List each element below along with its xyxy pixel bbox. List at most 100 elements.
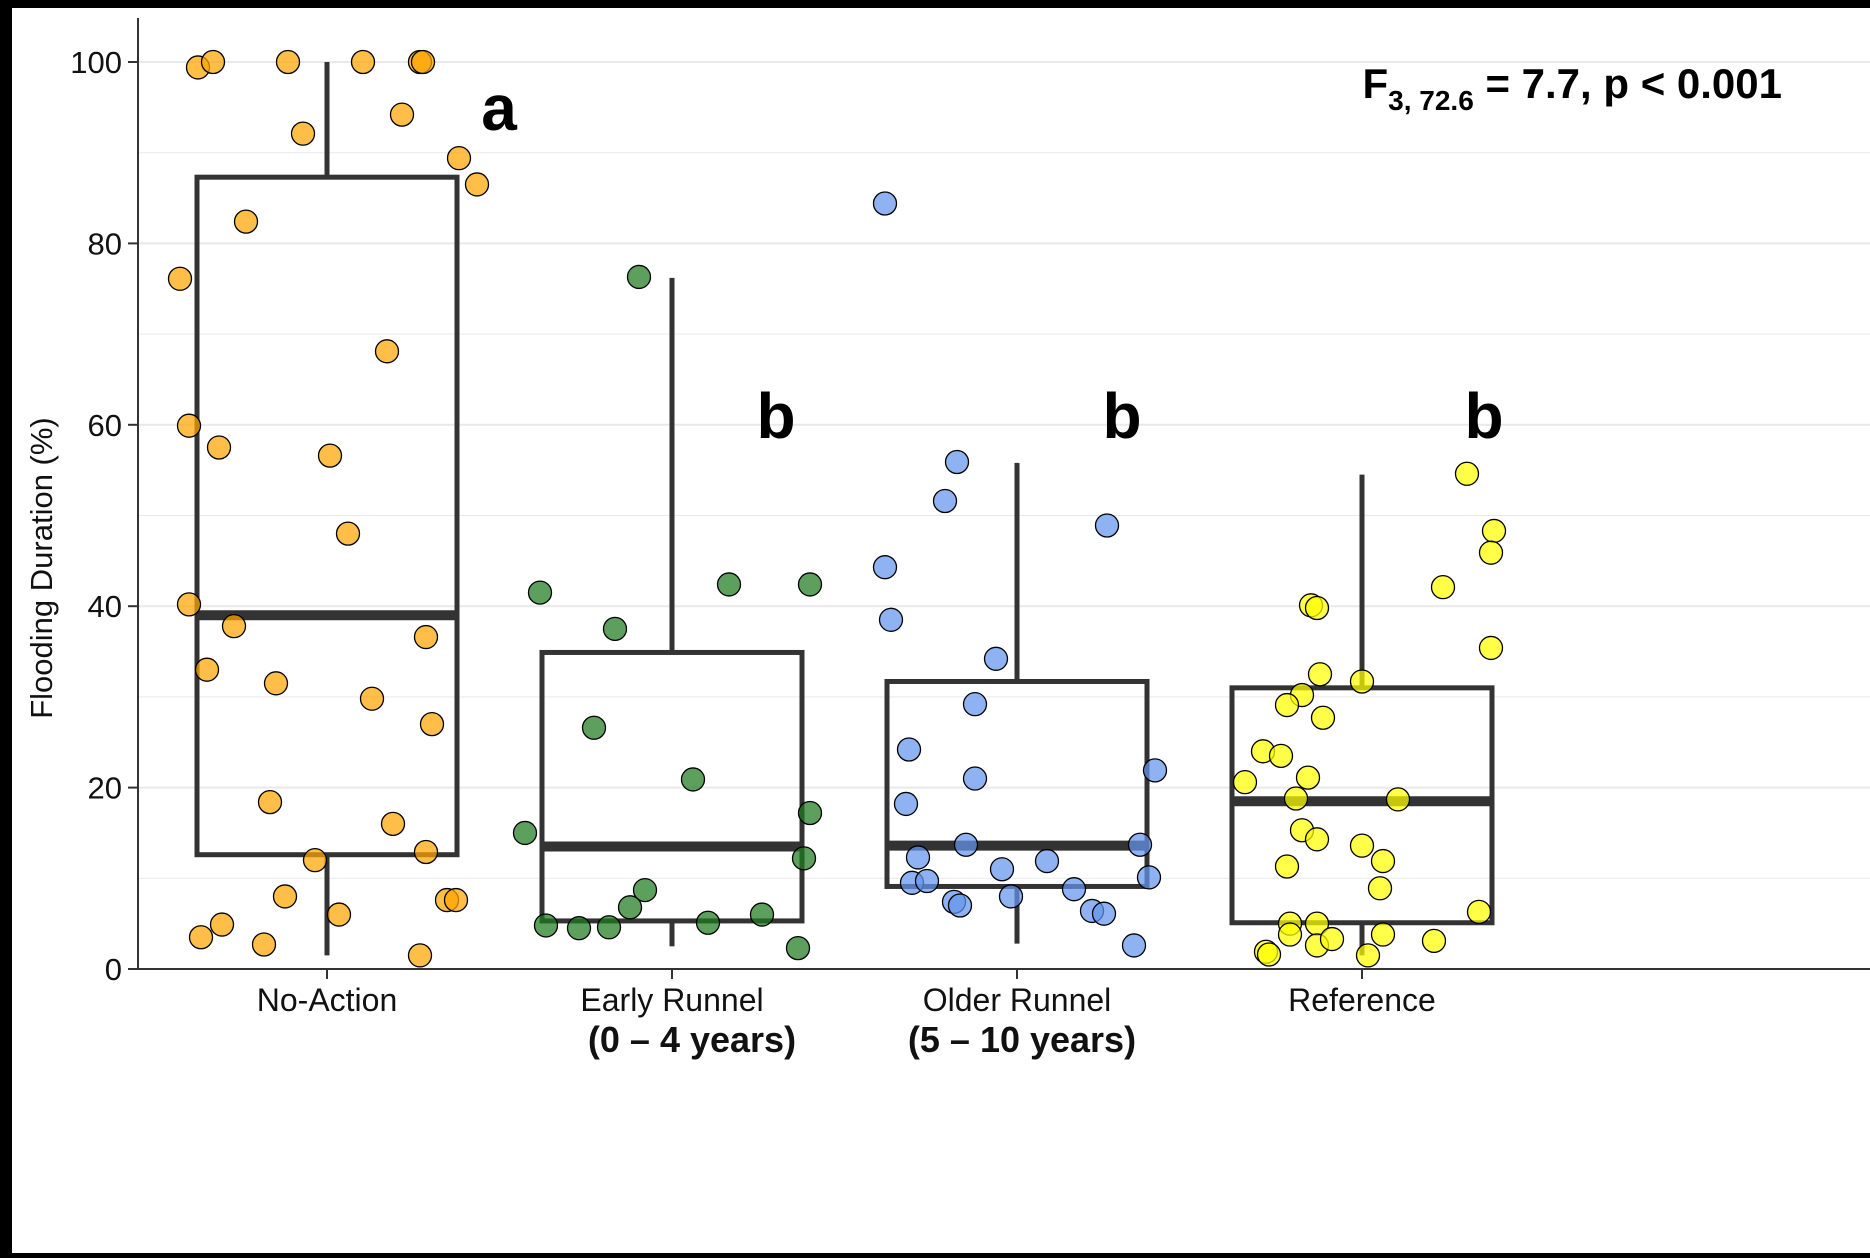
data-point <box>626 264 652 290</box>
x-tick-label-reference: Reference <box>1288 982 1436 1018</box>
data-point <box>1319 926 1345 952</box>
data-point <box>419 711 445 737</box>
data-point <box>905 845 931 870</box>
data-point <box>512 820 538 846</box>
data-point <box>335 521 361 546</box>
data-point <box>167 266 193 291</box>
data-point <box>407 943 433 968</box>
data-point <box>695 910 721 935</box>
data-point <box>1136 865 1162 890</box>
data-point <box>602 616 628 642</box>
data-point <box>1127 832 1153 857</box>
box-iqr <box>539 649 805 924</box>
data-point <box>932 488 958 514</box>
data-point <box>1034 848 1060 874</box>
data-point <box>446 145 472 171</box>
data-point <box>1454 461 1480 486</box>
data-point <box>1274 692 1300 718</box>
data-point <box>632 877 658 903</box>
data-point <box>1430 575 1456 600</box>
data-point <box>1061 877 1087 902</box>
data-point <box>680 767 706 792</box>
data-point <box>1142 758 1168 783</box>
data-point <box>1256 942 1282 967</box>
box-iqr <box>194 174 460 858</box>
data-point <box>1385 787 1411 812</box>
x-tick-label-no-action: No-Action <box>257 982 398 1018</box>
data-point <box>290 121 316 146</box>
data-point <box>1283 786 1309 811</box>
points-older-runnel <box>872 191 1168 958</box>
data-point <box>1367 876 1393 901</box>
data-point <box>464 172 490 197</box>
data-point <box>1370 848 1396 874</box>
points-no-action <box>167 49 490 968</box>
data-point <box>257 789 283 815</box>
data-point <box>617 895 643 920</box>
y-tick-label-60: 60 <box>88 408 122 443</box>
data-point <box>1349 833 1375 858</box>
data-point <box>533 913 559 938</box>
data-point <box>962 692 988 717</box>
labels: No-Action a Early Runnel(0 – 4 years) b Olde… <box>257 72 1504 1060</box>
data-point <box>251 932 277 957</box>
significance-letter-no-action: a <box>481 72 517 144</box>
data-point <box>389 102 415 127</box>
data-point <box>1274 854 1300 879</box>
data-point <box>176 413 202 438</box>
x-tick-label-early-runnel: Early Runnel <box>580 982 763 1018</box>
y-axis-label: Flooding Duration (%) <box>24 417 59 719</box>
data-point <box>1094 513 1120 538</box>
data-point <box>566 916 592 941</box>
data-point <box>872 191 898 216</box>
data-point <box>350 49 376 75</box>
y-tick-label-80: 80 <box>88 226 122 261</box>
data-point <box>989 857 1015 882</box>
data-point <box>716 572 742 597</box>
data-point <box>1478 635 1504 661</box>
data-point <box>1349 669 1375 694</box>
data-point <box>194 657 220 682</box>
data-point <box>581 715 607 740</box>
data-point <box>998 884 1024 909</box>
data-point <box>221 614 247 639</box>
data-point <box>1304 827 1330 852</box>
chart: 0 20 40 60 80 100 No-Action a Early Runnel(0 – … <box>24 18 1870 1060</box>
data-point <box>1466 899 1492 925</box>
data-point <box>872 555 898 580</box>
data-point <box>962 766 988 791</box>
data-point <box>596 915 622 940</box>
data-point <box>359 686 385 711</box>
data-point <box>749 902 775 927</box>
data-point <box>206 435 232 460</box>
data-point <box>263 671 289 696</box>
x-tick-sublabel-early-runnel: (0 – 4 years) <box>588 1019 796 1060</box>
significance-letter-reference: b <box>1464 380 1503 452</box>
stat-annotation: F3, 72.6 = 7.7, p < 0.001 <box>1362 60 1782 116</box>
chart-frame: 0 20 40 60 80 100 No-Action a Early Runnel (0 – … <box>12 8 1870 1253</box>
data-point <box>443 887 469 913</box>
data-point <box>233 209 259 234</box>
data-point <box>896 737 922 762</box>
data-point <box>176 592 202 617</box>
box-early-runnel <box>539 277 805 947</box>
axes: 0 20 40 60 80 100 <box>70 18 1870 987</box>
data-point <box>527 580 553 605</box>
data-point <box>1232 770 1258 795</box>
data-point <box>374 339 400 364</box>
x-tick-sublabel-older-runnel: (5 – 10 years) <box>908 1019 1136 1060</box>
data-point <box>1277 922 1303 947</box>
data-point <box>1310 705 1336 730</box>
points-early-runnel <box>512 264 823 961</box>
data-point <box>947 893 973 918</box>
data-point <box>1121 933 1147 958</box>
box-no-action <box>194 62 460 956</box>
data-point <box>326 902 352 927</box>
data-point <box>209 912 235 937</box>
data-point <box>1370 922 1396 947</box>
data-point <box>791 846 817 871</box>
data-point <box>953 832 979 857</box>
y-tick-label-100: 100 <box>70 45 122 80</box>
data-point <box>1307 662 1333 687</box>
data-points <box>167 49 1507 968</box>
